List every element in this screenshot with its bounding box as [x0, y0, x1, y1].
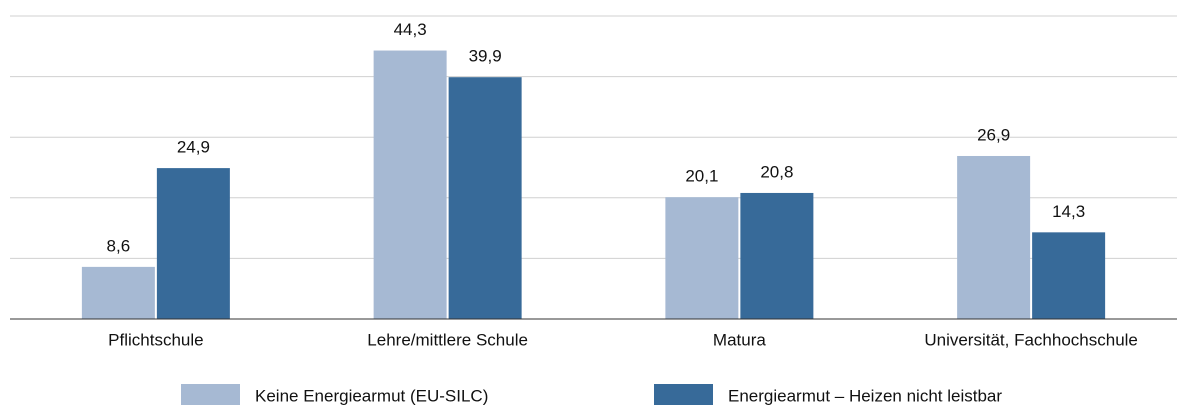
bar: [740, 192, 814, 319]
x-tick-label: Matura: [713, 330, 766, 349]
value-label: 39,9: [469, 47, 502, 66]
legend-swatch: [181, 384, 240, 405]
value-label: 44,3: [394, 20, 427, 39]
value-label: 14,3: [1052, 202, 1085, 221]
value-label: 20,8: [760, 162, 793, 181]
legend-label: Keine Energiearmut (EU-SILC): [255, 386, 488, 405]
value-label: 20,1: [685, 167, 718, 186]
bar: [156, 168, 230, 319]
bar: [1032, 232, 1106, 319]
value-label: 26,9: [977, 125, 1010, 144]
legend-label: Energiearmut – Heizen nicht leistbar: [728, 386, 1002, 405]
bar: [448, 77, 522, 320]
x-tick-label: Lehre/mittlere Schule: [367, 330, 528, 349]
bar: [957, 155, 1031, 319]
bar: [373, 50, 447, 320]
value-label: 24,9: [177, 138, 210, 157]
value-label: 8,6: [107, 236, 131, 255]
x-tick-label: Universität, Fachhochschule: [924, 330, 1138, 349]
legend-swatch: [654, 384, 713, 405]
bar: [81, 266, 155, 319]
bar: [665, 197, 739, 319]
x-tick-label: Pflichtschule: [108, 330, 203, 349]
